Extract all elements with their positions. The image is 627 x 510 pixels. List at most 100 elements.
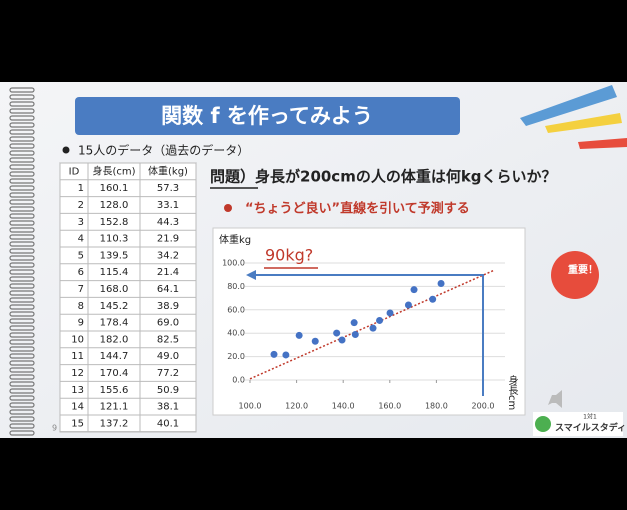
cell: 139.5 <box>100 250 129 261</box>
ring <box>9 339 35 345</box>
cell: 168.0 <box>100 284 129 295</box>
speaker-icon <box>548 390 562 408</box>
ring <box>9 185 35 191</box>
cell: 10 <box>71 334 84 345</box>
cell: 178.4 <box>100 318 129 329</box>
cell: 2 <box>78 200 84 211</box>
ring <box>9 248 35 254</box>
cell: 121.1 <box>100 402 129 413</box>
point <box>333 329 341 337</box>
cell: 160.1 <box>100 183 129 194</box>
title-box <box>75 97 460 135</box>
point <box>404 301 412 309</box>
ring <box>9 416 35 422</box>
ring <box>9 374 35 380</box>
cell: 50.9 <box>157 385 179 396</box>
pencil <box>520 85 617 126</box>
x-tick-label: 100.0 <box>239 402 262 411</box>
point <box>437 279 445 287</box>
point <box>386 309 394 317</box>
y-tick-label: 80.0 <box>227 282 245 291</box>
ring <box>9 122 35 128</box>
cell: 38.9 <box>157 301 179 312</box>
ring <box>9 143 35 149</box>
ring <box>9 115 35 121</box>
ring <box>9 227 35 233</box>
x-axis-label: 身長cm <box>506 374 518 410</box>
point <box>338 336 346 344</box>
ring <box>9 262 35 268</box>
point <box>410 286 418 294</box>
ring <box>9 234 35 240</box>
cell: 110.3 <box>100 234 129 245</box>
point <box>350 319 358 327</box>
arrowhead <box>246 270 256 280</box>
ring <box>9 318 35 324</box>
ring <box>9 94 35 100</box>
cell: 8 <box>78 301 84 312</box>
ring <box>9 206 35 212</box>
cell: 182.0 <box>100 334 129 345</box>
pencil <box>578 138 627 149</box>
ring <box>9 171 35 177</box>
cell: 155.6 <box>100 385 129 396</box>
ring <box>9 388 35 394</box>
y-tick-label: 40.0 <box>227 329 245 338</box>
spiral <box>9 87 35 436</box>
ring <box>9 402 35 408</box>
ring <box>9 353 35 359</box>
cell: 15 <box>71 418 84 429</box>
ring <box>9 283 35 289</box>
cell: 4 <box>78 234 84 245</box>
question: 問題）身長が200cmの人の体重は何kgくらいか？ <box>210 168 557 186</box>
chart-frame <box>212 227 526 416</box>
point <box>282 351 290 359</box>
bullet-dot <box>62 146 70 154</box>
page-number: 9 <box>52 424 57 433</box>
cell: 77.2 <box>157 368 179 379</box>
cell: 5 <box>78 250 84 261</box>
ring <box>9 192 35 198</box>
ring <box>9 395 35 401</box>
cell: 115.4 <box>100 267 129 278</box>
ring <box>9 311 35 317</box>
cell: 170.4 <box>100 368 129 379</box>
ring <box>9 108 35 114</box>
chart: 0.0 20.0 40.0 60.0 80.0 100.0 100.0 120.0 140.0 1… <box>219 233 518 411</box>
bullet: 15人のデータ（過去のデータ） <box>78 143 249 158</box>
point <box>369 324 377 332</box>
ring <box>9 381 35 387</box>
ring <box>9 101 35 107</box>
point <box>429 295 437 303</box>
cell: 38.1 <box>157 402 179 413</box>
x-tick-label: 180.0 <box>425 402 448 411</box>
cell: 11 <box>71 351 84 362</box>
cell: 57.3 <box>157 183 179 194</box>
cell: 49.0 <box>157 351 179 362</box>
cell: 9 <box>78 318 84 329</box>
y-axis-label: 体重kg <box>219 233 251 246</box>
x-tick-label: 120.0 <box>285 402 308 411</box>
cell: 12 <box>71 368 84 379</box>
ring <box>9 367 35 373</box>
cell: 3 <box>78 217 84 228</box>
ring <box>9 199 35 205</box>
ring <box>9 290 35 296</box>
ring <box>9 157 35 163</box>
cell: 128.0 <box>100 200 129 211</box>
cell: 144.7 <box>100 351 129 362</box>
cell: 1 <box>78 183 84 194</box>
annotation: 90kg? <box>265 246 313 265</box>
ring <box>9 276 35 282</box>
cell: 6 <box>78 267 84 278</box>
x-tick-label: 200.0 <box>472 402 495 411</box>
ring <box>9 297 35 303</box>
cell: 13 <box>71 385 84 396</box>
cell: 82.5 <box>157 334 179 345</box>
arrow <box>253 274 484 396</box>
x-tick-label: 160.0 <box>378 402 401 411</box>
point <box>351 330 359 338</box>
ring <box>9 220 35 226</box>
header-cell: 体重(kg) <box>148 164 188 177</box>
